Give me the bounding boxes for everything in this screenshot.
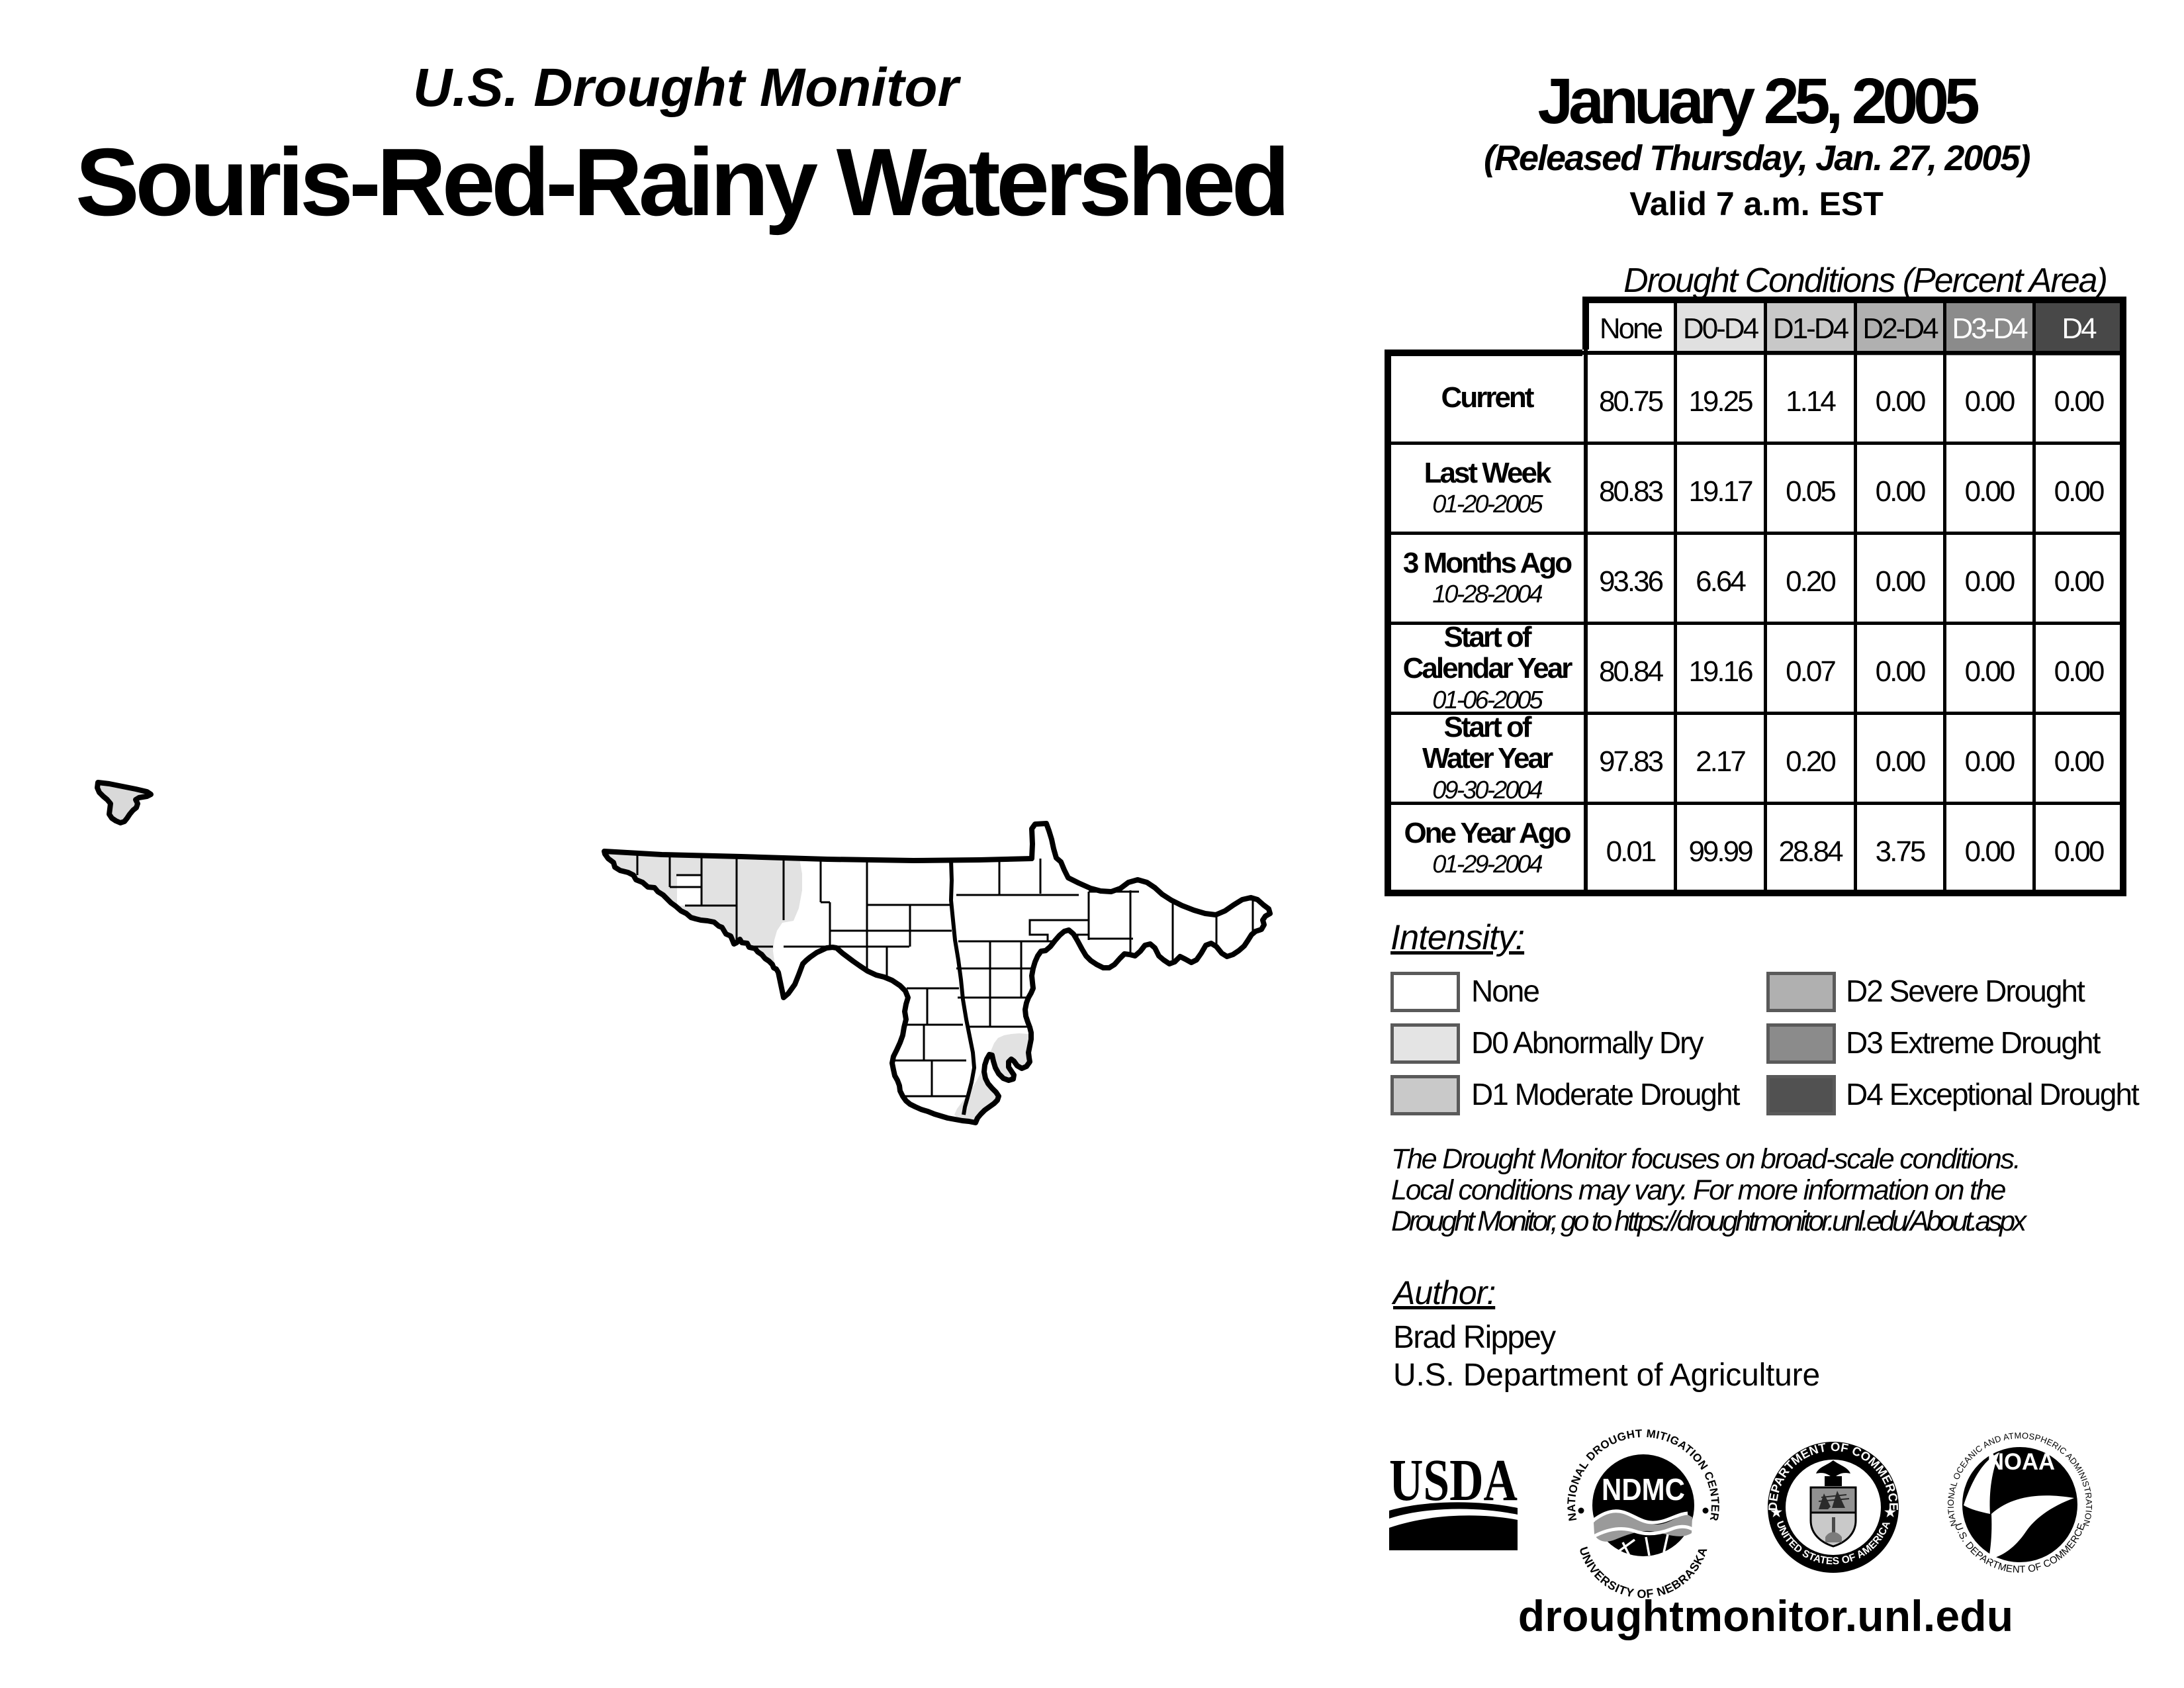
svg-text:NDMC: NDMC <box>1602 1472 1685 1507</box>
svg-text:★: ★ <box>1884 1503 1897 1521</box>
svg-text:★: ★ <box>1770 1503 1784 1521</box>
svg-text:NOAA: NOAA <box>1987 1449 2055 1475</box>
